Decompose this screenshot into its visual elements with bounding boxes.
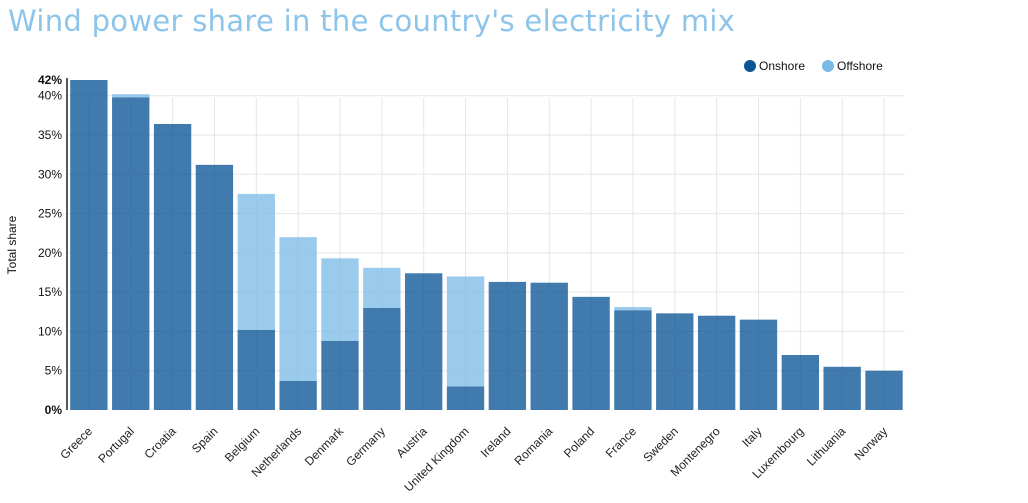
y-tick-label: 25% bbox=[38, 207, 62, 221]
onshore-bar bbox=[488, 281, 527, 410]
offshore-bar bbox=[446, 276, 485, 387]
onshore-bar bbox=[112, 97, 150, 411]
y-tick-label: 35% bbox=[38, 128, 62, 142]
onshore-bar bbox=[279, 380, 317, 410]
x-tick-label: Denmark bbox=[302, 424, 347, 469]
x-tick-label: Ireland bbox=[478, 424, 514, 460]
legend-onshore-label: Onshore bbox=[759, 59, 806, 73]
onshore-bar bbox=[572, 296, 610, 410]
x-tick-label: Lithuania bbox=[804, 424, 849, 469]
y-tick-label: 40% bbox=[38, 89, 62, 103]
legend-offshore[interactable]: Offshore bbox=[822, 59, 883, 73]
onshore-bar bbox=[70, 80, 108, 410]
onshore-bar bbox=[237, 329, 275, 410]
x-tick-label: Spain bbox=[189, 424, 221, 456]
y-tick-label: 0% bbox=[45, 403, 63, 417]
x-tick-label: Italy bbox=[739, 424, 764, 449]
y-tick-label: 30% bbox=[38, 167, 62, 181]
onshore-bar bbox=[363, 307, 401, 410]
onshore-bar bbox=[865, 370, 903, 410]
offshore-bar bbox=[237, 193, 275, 330]
onshore-bar bbox=[195, 164, 234, 410]
onshore-bar bbox=[656, 313, 694, 410]
legend-onshore[interactable]: Onshore bbox=[744, 59, 805, 73]
offshore-bar bbox=[363, 267, 401, 308]
offshore-bar bbox=[279, 237, 317, 381]
onshore-bar bbox=[405, 273, 443, 410]
x-tick-label: Romania bbox=[512, 424, 556, 468]
y-tick-label: 10% bbox=[38, 324, 62, 338]
x-tick-label: Norway bbox=[852, 424, 891, 463]
y-axis-label: Total share bbox=[5, 215, 19, 274]
y-tick-label: 15% bbox=[38, 285, 62, 299]
y-tick-label: 20% bbox=[38, 246, 62, 260]
x-tick-label: Poland bbox=[561, 424, 597, 460]
offshore-bar bbox=[112, 94, 150, 98]
offshore-bar bbox=[321, 258, 359, 341]
onshore-bar bbox=[823, 366, 861, 410]
y-tick-label: 42% bbox=[38, 73, 62, 87]
legend-offshore-label: Offshore bbox=[837, 59, 883, 73]
x-tick-label: Portugal bbox=[95, 424, 137, 466]
offshore-legend-marker bbox=[822, 60, 834, 72]
x-tick-label: Sweden bbox=[640, 424, 681, 465]
y-tick-label: 5% bbox=[45, 364, 63, 378]
onshore-bar bbox=[614, 310, 652, 410]
onshore-bar bbox=[530, 282, 568, 410]
x-tick-label: Germany bbox=[343, 424, 388, 469]
onshore-bar bbox=[153, 124, 192, 410]
onshore-bar bbox=[321, 340, 359, 410]
x-tick-label: Belgium bbox=[222, 424, 263, 465]
x-tick-label: Austria bbox=[394, 424, 431, 461]
onshore-bar bbox=[739, 319, 778, 410]
x-tick-label: Greece bbox=[57, 424, 95, 462]
x-tick-label: France bbox=[603, 424, 640, 461]
x-tick-label: Croatia bbox=[141, 424, 178, 461]
onshore-bar bbox=[697, 315, 736, 410]
onshore-legend-marker bbox=[744, 60, 756, 72]
onshore-bar bbox=[781, 355, 819, 410]
chart-title: Wind power share in the country's electr… bbox=[8, 4, 736, 38]
offshore-bar bbox=[614, 307, 652, 311]
onshore-bar bbox=[446, 386, 485, 410]
